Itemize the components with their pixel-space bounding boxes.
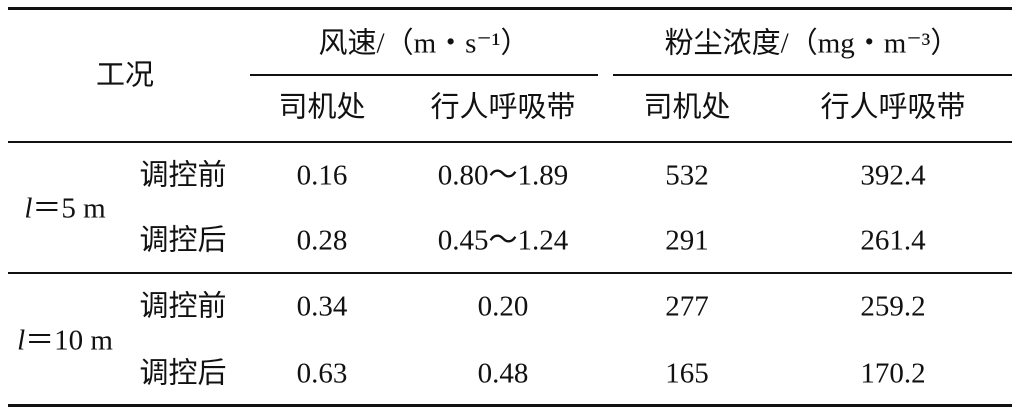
cell: 291 xyxy=(665,224,709,257)
cell: 170.2 xyxy=(860,357,926,390)
row-label: 调控前 xyxy=(139,159,227,192)
group-value: ＝10 m xyxy=(25,324,113,356)
group-label: l＝10 m xyxy=(17,326,113,355)
condition-header: 工况 xyxy=(95,59,155,92)
sub-header: 司机处 xyxy=(278,91,366,124)
group-rule xyxy=(613,74,1012,76)
row-label: 调控后 xyxy=(139,224,227,257)
group-header: 风速/（m・s⁻¹） xyxy=(318,27,530,60)
cell: 0.48 xyxy=(477,357,529,390)
sub-header: 司机处 xyxy=(643,91,731,124)
top-rule xyxy=(8,7,1012,10)
cell: 392.4 xyxy=(860,159,926,192)
cell: 0.16 xyxy=(296,159,348,192)
group-value: ＝5 m xyxy=(32,192,106,224)
cell: 165 xyxy=(665,357,709,390)
cell: 532 xyxy=(665,159,709,192)
section-rule xyxy=(8,272,1012,274)
cell: 259.2 xyxy=(860,290,926,323)
cell: 0.20 xyxy=(477,290,529,323)
group-rule xyxy=(250,74,598,76)
cell: 277 xyxy=(665,290,709,323)
row-label: 调控前 xyxy=(139,290,227,323)
group-symbol: l xyxy=(17,324,26,356)
group-symbol: l xyxy=(24,192,33,224)
sub-header: 行人呼吸带 xyxy=(820,91,966,124)
header-rule xyxy=(8,141,1012,143)
cell: 0.45～1.24 xyxy=(437,224,569,257)
group-header: 粉尘浓度/（mg・m⁻³） xyxy=(664,27,960,60)
cell: 0.28 xyxy=(296,224,348,257)
cell: 0.34 xyxy=(296,290,348,323)
sub-header: 行人呼吸带 xyxy=(430,91,576,124)
group-label: l＝5 m xyxy=(24,194,105,223)
cell: 0.63 xyxy=(296,357,348,390)
cell: 0.80～1.89 xyxy=(437,159,569,192)
cell: 261.4 xyxy=(860,224,926,257)
bottom-rule xyxy=(8,404,1012,407)
row-label: 调控后 xyxy=(139,357,227,390)
